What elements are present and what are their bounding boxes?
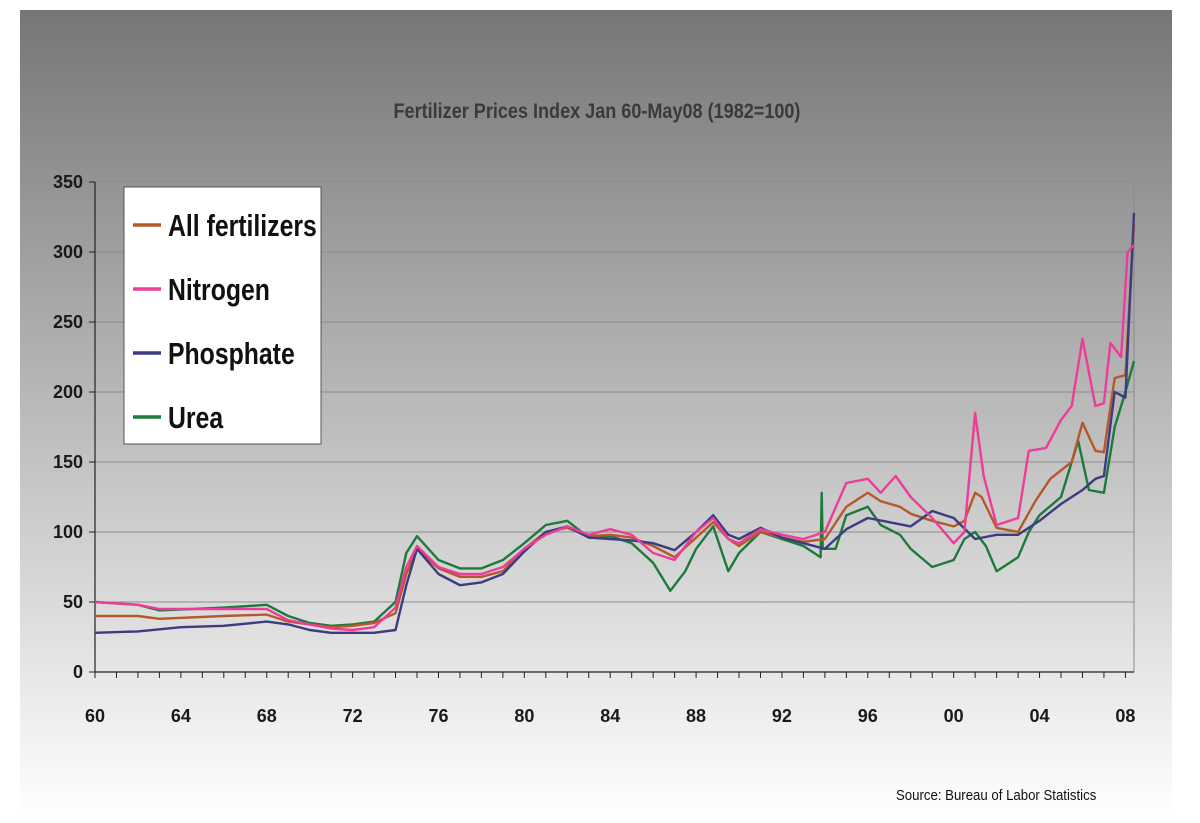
legend-label: Phosphate xyxy=(168,336,295,370)
legend-label: All fertilizers xyxy=(168,208,317,242)
x-tick-label: 08 xyxy=(1115,706,1135,726)
y-tick-label: 250 xyxy=(53,312,83,332)
y-tick-label: 150 xyxy=(53,452,83,472)
x-tick-label: 84 xyxy=(600,706,620,726)
x-tick-label: 00 xyxy=(944,706,964,726)
chart-title: Fertilizer Prices Index Jan 60-May08 (19… xyxy=(394,100,801,124)
y-tick-label: 350 xyxy=(53,172,83,192)
series-line-urea xyxy=(94,360,1136,627)
legend-label: Nitrogen xyxy=(168,272,270,306)
legend: All fertilizers Nitrogen Phosphate Urea xyxy=(123,186,322,445)
series-line-phosphate xyxy=(94,212,1136,634)
x-tick-label: 92 xyxy=(772,706,792,726)
x-tick-label: 96 xyxy=(858,706,878,726)
y-tick-label: 200 xyxy=(53,382,83,402)
legend-box xyxy=(123,186,322,445)
series-line-nitrogen xyxy=(94,244,1135,632)
axes: 0 50 100 150 200 250 300 350 60 64 68 72 76 80 84 88 92 9… xyxy=(53,172,1135,726)
x-tick-label: 72 xyxy=(343,706,363,726)
x-tick-label: 04 xyxy=(1030,706,1050,726)
x-tick-label: 68 xyxy=(257,706,277,726)
y-tick-label: 300 xyxy=(53,242,83,262)
x-tick-label: 80 xyxy=(514,706,534,726)
source-note: Source: Bureau of Labor Statistics xyxy=(896,787,1097,804)
y-tick-label: 100 xyxy=(53,522,83,542)
y-tick-label: 0 xyxy=(73,662,83,682)
series-lines xyxy=(94,212,1136,634)
legend-label: Urea xyxy=(168,400,223,434)
x-tick-label: 76 xyxy=(428,706,448,726)
y-tick-label: 50 xyxy=(63,592,83,612)
x-tick-label: 60 xyxy=(85,706,105,726)
x-tick-label: 88 xyxy=(686,706,706,726)
x-tick-label: 64 xyxy=(171,706,191,726)
series-line-all-fertilizers xyxy=(95,223,1136,629)
